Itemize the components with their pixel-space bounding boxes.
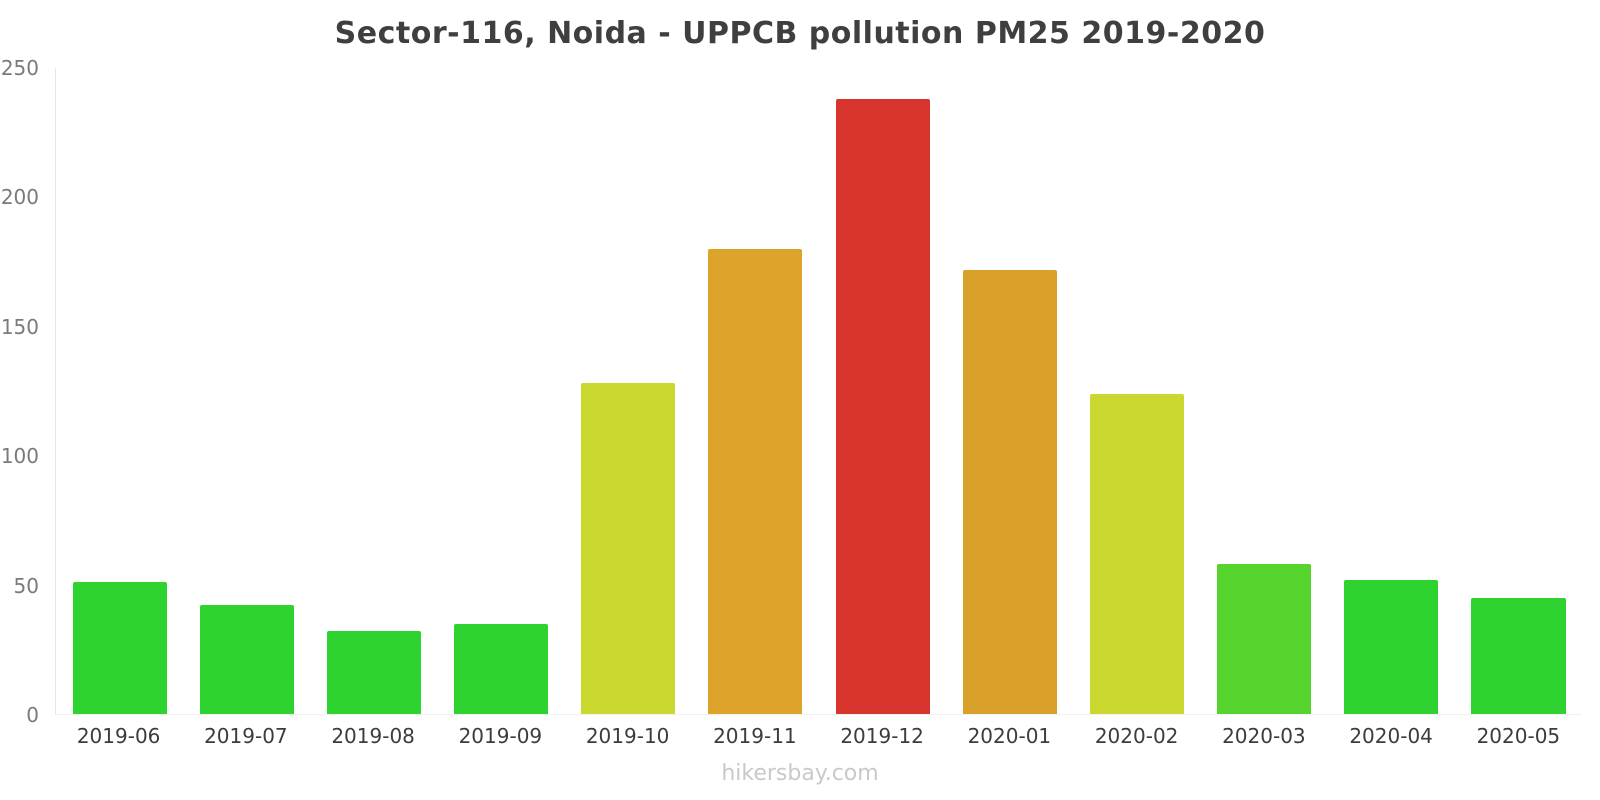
plot-area	[55, 68, 1582, 715]
bar-cell	[438, 68, 565, 714]
x-axis: 2019-06 2019-07 2019-08 2019-09 2019-10 2019-…	[55, 724, 1582, 748]
bar-2019-07	[199, 605, 294, 714]
chart-title: Sector-116, Noida - UPPCB pollution PM25…	[334, 16, 1266, 51]
x-tick-label: 2019-07	[204, 724, 288, 748]
x-tick-label: 2019-08	[331, 724, 415, 748]
x-tick-label: 2019-11	[713, 724, 797, 748]
x-tick-label: 2020-02	[1094, 724, 1179, 748]
y-tick-label: 0	[26, 703, 39, 727]
x-tick-label: 2020-05	[1476, 724, 1561, 748]
bar-cell	[819, 68, 946, 714]
bar-2019-09	[454, 623, 549, 714]
x-tick-label: 2020-03	[1222, 724, 1306, 748]
x-tick-label: 2019-10	[585, 724, 670, 748]
y-tick-label: 200	[0, 185, 39, 210]
bar-cell	[1455, 68, 1582, 714]
x-tick-label: 2019-09	[458, 724, 543, 748]
y-tick-label: 100	[0, 444, 39, 469]
bar-2020-05	[1471, 597, 1566, 714]
bar-2019-11	[708, 248, 803, 714]
bar-cell	[56, 68, 183, 714]
bar-cell	[692, 68, 819, 714]
bar-cell	[183, 68, 310, 714]
x-tick-label: 2019-06	[76, 724, 161, 748]
bar-cell	[1328, 68, 1455, 714]
x-tick-label: 2020-01	[967, 724, 1052, 748]
bar-2019-12	[835, 99, 930, 714]
y-tick-label: 150	[0, 314, 39, 339]
x-tick-label: 2020-04	[1349, 724, 1433, 748]
watermark: hikersbay.com	[721, 761, 879, 786]
bar-2020-01	[962, 269, 1057, 714]
bar-cell	[310, 68, 437, 714]
bar-2019-10	[581, 383, 676, 714]
bar-cell	[1201, 68, 1328, 714]
y-tick-label: 50	[13, 573, 39, 598]
y-tick-label: 250	[0, 56, 39, 80]
bar-cell	[565, 68, 692, 714]
bar-2020-03	[1217, 564, 1312, 714]
bar-2020-02	[1089, 393, 1184, 714]
bar-cell	[1073, 68, 1200, 714]
bar-2020-04	[1344, 579, 1439, 714]
bar-2019-06	[72, 582, 167, 714]
y-axis: 0 50 100 150 200 250	[0, 56, 47, 727]
bar-cell	[946, 68, 1073, 714]
bar-2019-08	[326, 631, 421, 714]
bars	[56, 68, 1582, 714]
x-tick-label: 2019-12	[840, 724, 924, 748]
